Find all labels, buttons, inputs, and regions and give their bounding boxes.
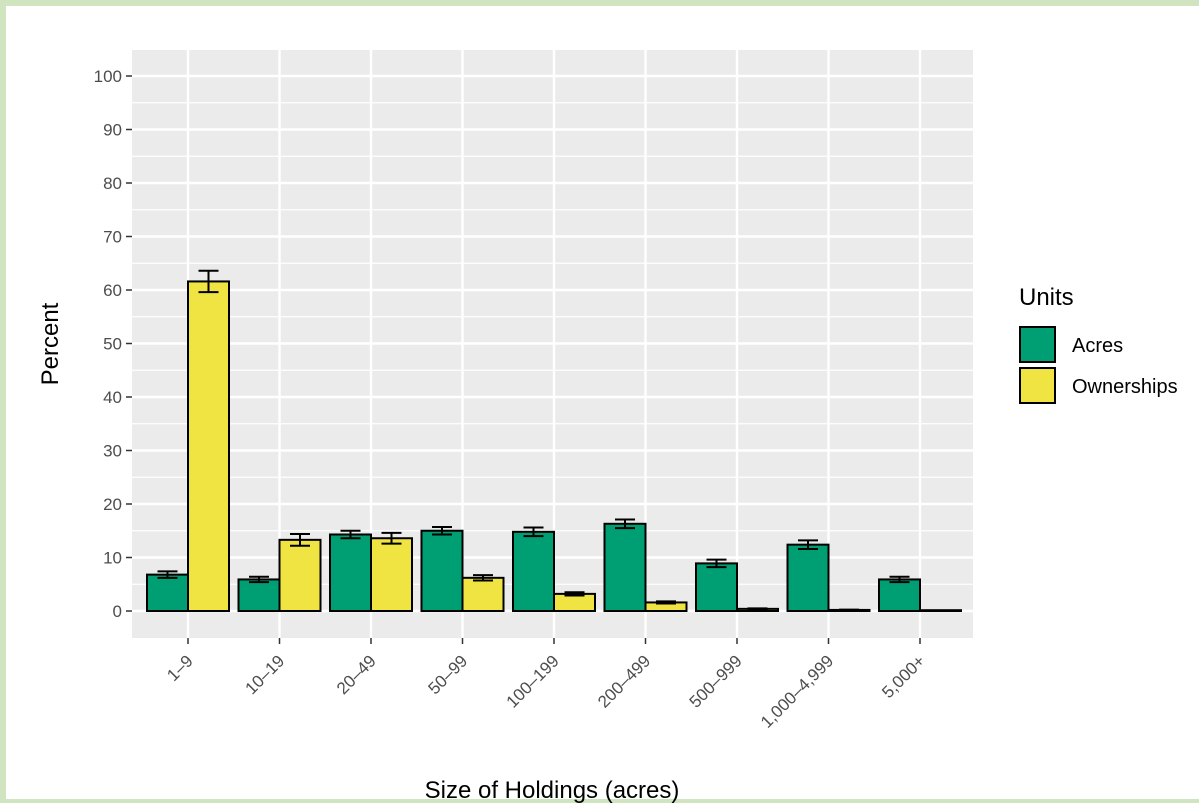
y-tick-label: 30 xyxy=(103,442,122,461)
y-axis-title: Percent xyxy=(37,302,64,385)
y-tick-label: 0 xyxy=(113,602,122,621)
y-tick-label: 40 xyxy=(103,388,122,407)
bar-acres-5 xyxy=(605,524,646,611)
bar-acres-1 xyxy=(239,579,280,611)
x-tick-label: 1,000–4,999 xyxy=(757,651,837,731)
x-tick-label: 100–199 xyxy=(503,651,563,711)
legend-label-ownerships: Ownerships xyxy=(1072,376,1178,398)
y-tick-label: 70 xyxy=(103,228,122,247)
legend-key-acres xyxy=(1020,327,1055,362)
bar-ownerships-0 xyxy=(188,281,229,611)
error-bar-ownerships-6 xyxy=(748,608,768,609)
bar-acres-6 xyxy=(696,563,737,611)
y-tick-label: 90 xyxy=(103,121,122,140)
bar-ownerships-3 xyxy=(463,578,504,611)
y-axis: 0 10 20 30 40 50 60 70 80 90 100 xyxy=(94,67,132,621)
y-tick-label: 50 xyxy=(103,335,122,354)
bar-acres-7 xyxy=(788,545,829,611)
bar-chart: 0 10 20 30 40 50 60 70 80 90 100 1–9 10–19 20–49 50–9… xyxy=(6,6,1199,809)
x-tick-label: 1–9 xyxy=(163,651,196,684)
x-tick-label: 500–999 xyxy=(686,651,746,711)
legend-label-acres: Acres xyxy=(1072,335,1123,357)
legend: Units Acres Ownerships xyxy=(1019,284,1178,403)
bar-acres-8 xyxy=(879,579,920,611)
bar-acres-2 xyxy=(330,534,371,611)
x-tick-label: 10–19 xyxy=(241,651,288,698)
bar-acres-3 xyxy=(422,531,463,611)
bar-acres-0 xyxy=(147,575,188,611)
bar-ownerships-1 xyxy=(280,540,321,611)
y-tick-label: 60 xyxy=(103,281,122,300)
x-tick-label: 5,000+ xyxy=(878,651,929,702)
error-bar-ownerships-7 xyxy=(839,610,859,611)
bar-acres-4 xyxy=(513,532,554,611)
x-tick-label: 200–499 xyxy=(594,651,654,711)
x-tick-label: 20–49 xyxy=(333,651,380,698)
y-tick-label: 80 xyxy=(103,174,122,193)
legend-title: Units xyxy=(1019,284,1074,311)
bar-ownerships-2 xyxy=(371,538,412,611)
legend-key-ownerships xyxy=(1020,368,1055,403)
y-tick-label: 20 xyxy=(103,495,122,514)
x-tick-label: 50–99 xyxy=(424,651,471,698)
y-tick-label: 100 xyxy=(94,67,122,86)
y-tick-label: 10 xyxy=(103,549,122,568)
x-axis-title: Size of Holdings (acres) xyxy=(425,777,680,804)
